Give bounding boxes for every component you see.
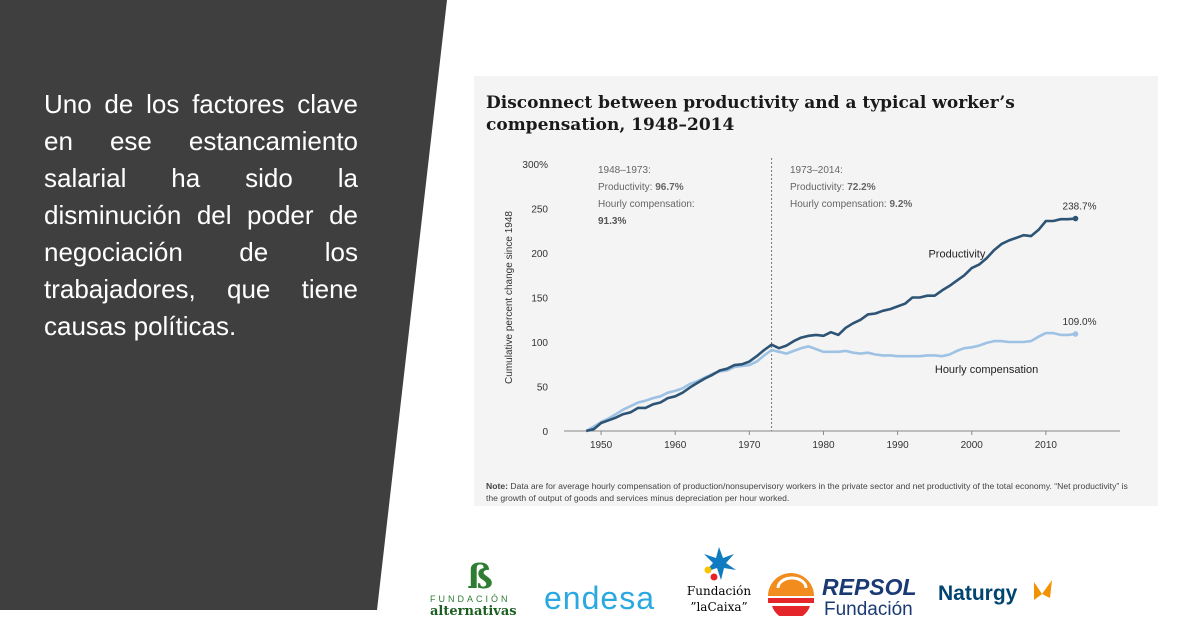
x-tick-label: 1980: [812, 440, 835, 451]
compensation-line: [585, 331, 1076, 433]
x-tick-label: 2000: [961, 440, 984, 451]
svg-text:ß: ß: [467, 558, 493, 594]
y-tick-label: 150: [531, 294, 548, 305]
alternativas-line1: FUNDACIÓN: [430, 594, 511, 604]
x-tick-label: 1960: [664, 440, 687, 451]
y-tick-label: 200: [531, 249, 548, 260]
slide-text-line: en ese estancamiento: [44, 126, 358, 156]
slide-text-line: negociación de los: [44, 237, 358, 267]
y-tick-label: 0: [542, 427, 548, 438]
x-tick-label: 1950: [590, 440, 613, 451]
lacaixa-line1: Fundación: [686, 584, 752, 598]
annotation-left-compensation-value: 91.3%: [598, 216, 626, 227]
annotation-right-productivity: Productivity: 72.2%: [790, 182, 876, 193]
compensation-series-label: Hourly compensation: [935, 364, 1038, 376]
y-tick-label: 50: [537, 383, 549, 394]
slide-text-line: salarial ha sido la: [44, 163, 358, 193]
annotation-left-compensation-label: Hourly compensation:: [598, 199, 695, 210]
chart-note-label: Note:: [486, 481, 508, 491]
lacaixa-star-icon: [704, 547, 736, 581]
chart-note: Note: Data are for average hourly compen…: [486, 480, 1136, 504]
repsol-line1: REPSOL: [822, 574, 917, 600]
lacaixa-line2: ”laCaixa”: [690, 600, 748, 614]
slide-text-line: disminución del poder de: [44, 200, 358, 230]
annotation-right-period: 1973–2014:: [790, 165, 843, 176]
y-tick-label: 250: [531, 205, 548, 216]
x-tick-label: 1990: [886, 440, 909, 451]
chart-title-line: compensation, 1948–2014: [486, 115, 735, 135]
chart-image: Disconnect between productivity and a ty…: [474, 76, 1158, 506]
y-tick-label: 300%: [522, 160, 548, 171]
repsol-fundacion-logo: REPSOL Fundación: [764, 568, 929, 624]
lacaixa-logo: Fundación ”laCaixa”: [686, 544, 752, 620]
compensation-end-label: 109.0%: [1063, 317, 1097, 328]
chart-title-line: Disconnect between productivity and a ty…: [486, 93, 1015, 113]
annotation-left-period: 1948–1973:: [598, 165, 651, 176]
alternativas-line2: alternativas: [430, 604, 517, 619]
y-axis-label: Cumulative percent change since 1948: [504, 211, 515, 384]
productivity-end-point: [1072, 215, 1079, 222]
slide-text-line: causas políticas.: [44, 311, 237, 341]
productivity-series-label: Productivity: [928, 248, 985, 260]
repsol-sun-icon: [768, 573, 814, 616]
slide-body-text: Uno de los factores clave en ese estanca…: [44, 86, 358, 345]
annotation-left-productivity: Productivity: 96.7%: [598, 182, 684, 193]
naturgy-wordmark: Naturgy: [938, 582, 1018, 605]
endesa-logo: endesa: [544, 580, 655, 616]
chart-note-text: Data are for average hourly compensation…: [486, 481, 1128, 503]
alternativas-mark-icon: ß: [467, 558, 493, 594]
repsol-line2: Fundación: [824, 599, 913, 620]
naturgy-logo: Naturgy: [938, 578, 1058, 612]
x-tick-label: 1970: [738, 440, 761, 451]
naturgy-butterfly-icon: [1034, 580, 1052, 600]
chart-plot: 0 50 100 150 200 250 300% 1950 1960 1970 1980 1990 2…: [504, 158, 1120, 451]
annotation-right-compensation: Hourly compensation: 9.2%: [790, 199, 912, 210]
chart-title: Disconnect between productivity and a ty…: [486, 92, 1086, 136]
y-tick-label: 100: [531, 338, 548, 349]
slide-text-line: trabajadores, que tiene: [44, 274, 358, 304]
fundacion-alternativas-logo: ß FUNDACIÓN alternativas: [428, 558, 536, 622]
slide-text-line: Uno de los factores clave: [44, 89, 358, 119]
productivity-end-label: 238.7%: [1063, 202, 1097, 213]
x-tick-label: 2010: [1035, 440, 1058, 451]
compensation-end-point: [1072, 331, 1079, 337]
productivity-line: [585, 217, 1076, 433]
dark-panel-shape: [0, 0, 447, 610]
